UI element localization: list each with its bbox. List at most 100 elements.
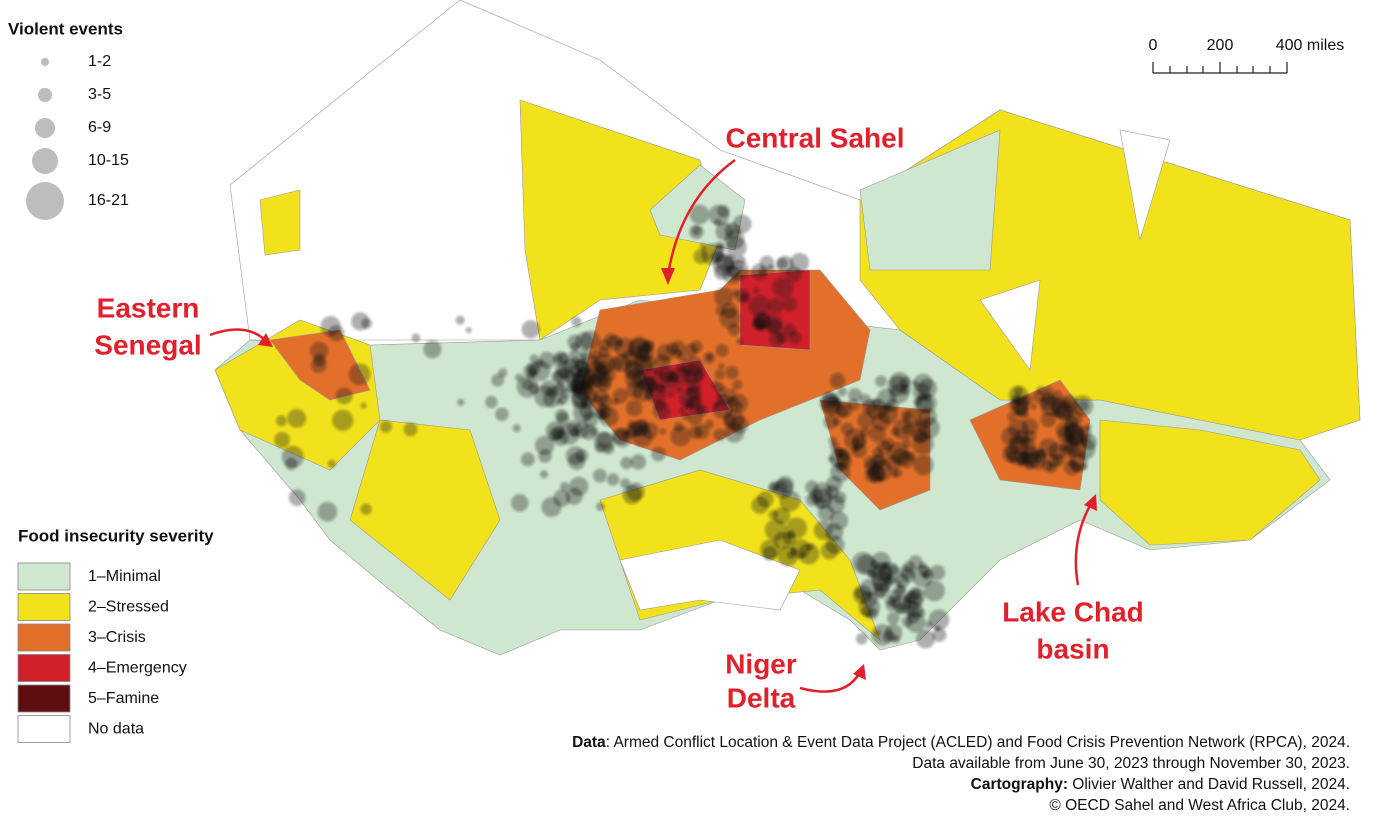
event-dot: [630, 454, 646, 470]
legend-label: 4–Emergency: [88, 660, 187, 677]
region-stressed: [259, 189, 301, 256]
event-dot: [782, 296, 797, 312]
credit-text: Olivier Walther and David Russell, 2024.: [1068, 776, 1350, 793]
event-dot: [520, 452, 535, 467]
event-dot: [1022, 394, 1033, 405]
event-dot: [578, 385, 598, 405]
event-dot: [848, 388, 862, 402]
event-dot: [606, 473, 620, 486]
event-dot: [288, 489, 306, 506]
event-dot: [1064, 459, 1080, 476]
event-dot: [580, 357, 588, 366]
event-dot: [651, 446, 666, 462]
event-dot: [872, 561, 893, 582]
legend-symbol: [35, 118, 55, 138]
event-dot: [556, 412, 570, 426]
event-dot: [526, 361, 541, 376]
legend-symbol: [41, 58, 49, 66]
event-dot: [1073, 438, 1096, 460]
event-dot: [403, 422, 418, 437]
event-dot: [731, 289, 740, 297]
event-dot: [905, 451, 916, 462]
severity-legend: 1–Minimal 2–Stressed 3–Crisis 4–Emergency 5–…: [17, 562, 187, 743]
event-dot: [580, 349, 592, 361]
event-dot: [658, 366, 675, 383]
arrowheads: [258, 268, 1097, 680]
event-dot: [361, 318, 372, 329]
annotation: basin: [1036, 633, 1109, 664]
event-dot: [838, 449, 850, 461]
event-dot: [932, 627, 947, 642]
event-dot: [327, 459, 336, 468]
event-dot: [772, 277, 794, 299]
event-dot: [714, 287, 734, 307]
event-dot: [905, 612, 926, 633]
scale-label: 0: [1149, 37, 1158, 54]
event-dot: [317, 502, 338, 522]
arrow: [209, 328, 266, 341]
event-dot: [689, 224, 704, 240]
event-dot: [797, 543, 820, 565]
event-dot: [1067, 448, 1076, 457]
event-dot: [751, 496, 769, 514]
event-dot: [1039, 438, 1058, 457]
legend-symbol: [38, 88, 52, 102]
event-dot: [713, 402, 720, 409]
event-dot: [423, 340, 442, 359]
event-dot: [1078, 400, 1089, 411]
event-dot: [626, 399, 643, 417]
event-dot: [714, 369, 725, 380]
event-dot: [551, 425, 565, 440]
scale-label: 200: [1207, 37, 1234, 54]
event-dot: [903, 595, 912, 604]
event-dot: [830, 442, 840, 452]
event-dot: [654, 353, 671, 370]
arrowhead: [1084, 494, 1097, 511]
event-dot: [837, 387, 847, 397]
event-dot: [627, 420, 636, 428]
event-dot: [616, 339, 623, 347]
event-dot: [889, 595, 902, 608]
event-dot: [923, 580, 945, 602]
event-dot: [679, 407, 686, 414]
event-dot: [1015, 410, 1023, 418]
event-dot: [512, 424, 521, 433]
event-dot: [855, 633, 868, 645]
event-dot: [688, 411, 703, 426]
event-dot: [588, 355, 599, 365]
event-dot: [595, 404, 612, 421]
event-dot: [832, 397, 842, 407]
event-dot: [718, 363, 725, 370]
arrowhead: [661, 268, 675, 285]
legend-label: 10-15: [88, 152, 129, 169]
no-data-area: [979, 279, 1041, 371]
event-dot: [889, 372, 910, 393]
event-dot: [625, 425, 638, 439]
event-dot: [826, 476, 843, 492]
event-dot: [916, 629, 935, 649]
legend-swatch: [17, 623, 71, 652]
annotation: Lake Chad: [1002, 596, 1144, 627]
legend-label: No data: [88, 721, 144, 738]
event-dot: [823, 414, 839, 430]
event-dot: [672, 366, 690, 385]
event-dot: [902, 439, 912, 449]
legend-symbol: [32, 148, 58, 174]
event-dot: [818, 504, 835, 522]
event-dot: [776, 258, 788, 269]
event-dot: [1041, 460, 1054, 472]
annotation: Senegal: [94, 329, 201, 360]
event-dot: [310, 341, 329, 360]
event-dot: [752, 287, 760, 295]
event-dot: [713, 399, 734, 420]
scale-label: 400 miles: [1276, 37, 1344, 54]
legend-label: 1-2: [88, 53, 111, 70]
event-dot: [732, 214, 752, 234]
event-dot: [865, 467, 881, 483]
event-dot: [569, 476, 589, 497]
event-dot: [871, 398, 881, 408]
event-dot: [677, 352, 687, 362]
event-dot: [751, 263, 768, 280]
event-dot: [573, 400, 580, 407]
event-dot: [847, 398, 860, 411]
